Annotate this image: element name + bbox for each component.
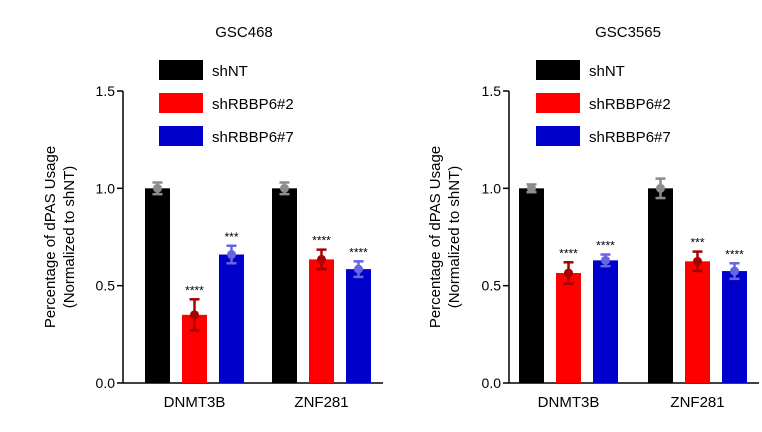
- legend-swatch: [536, 93, 580, 113]
- significance-label: ***: [224, 230, 238, 244]
- x-category-label: ZNF281: [294, 394, 348, 411]
- legend-swatch: [159, 93, 203, 113]
- y-tick-label: 1.5: [96, 83, 116, 99]
- y-axis-label-2: (Normalized to shNT): [61, 166, 78, 309]
- bar: [593, 260, 618, 383]
- bar: [648, 188, 673, 383]
- y-tick-label: 1.5: [482, 83, 502, 99]
- legend-swatch: [159, 126, 203, 146]
- bar: [519, 188, 544, 383]
- y-tick-label: 0.0: [96, 375, 116, 391]
- legend-label: shRBBP6#7: [212, 129, 294, 146]
- data-point: [354, 264, 363, 274]
- y-tick-label: 1.0: [482, 180, 502, 196]
- legend-swatch: [536, 126, 580, 146]
- y-axis-label: Percentage of dPAS Usage: [42, 146, 59, 328]
- legend-label: shNT: [589, 63, 625, 80]
- bar: [219, 254, 244, 383]
- data-point: [693, 256, 702, 266]
- x-category-label: DNMT3B: [538, 394, 600, 411]
- y-tick-label: 0.5: [96, 278, 116, 294]
- bar: [346, 269, 371, 383]
- y-tick-label: 0.5: [482, 278, 502, 294]
- legend-swatch: [159, 60, 203, 80]
- data-point: [153, 183, 162, 193]
- significance-label: ****: [596, 239, 615, 253]
- data-point: [527, 183, 536, 193]
- bar: [556, 273, 581, 383]
- bar: [145, 188, 170, 383]
- bar: [722, 271, 747, 383]
- data-point: [317, 254, 326, 264]
- legend-label: shNT: [212, 63, 248, 80]
- significance-label: ****: [349, 245, 368, 259]
- legend-swatch: [536, 60, 580, 80]
- y-tick-label: 0.0: [482, 375, 502, 391]
- bar: [272, 188, 297, 383]
- significance-label: ****: [559, 246, 578, 260]
- data-point: [564, 268, 573, 278]
- significance-label: ****: [725, 247, 744, 261]
- significance-label: ****: [312, 234, 331, 248]
- data-point: [190, 310, 199, 320]
- y-axis-label: Percentage of dPAS Usage: [427, 146, 444, 328]
- data-point: [280, 183, 289, 193]
- significance-label: ***: [690, 236, 704, 250]
- bar: [685, 261, 710, 383]
- chart-title: GSC3565: [595, 24, 661, 41]
- legend-label: shRBBP6#2: [212, 96, 294, 113]
- chart-title: GSC468: [215, 24, 273, 41]
- significance-label: ****: [185, 283, 204, 297]
- y-axis-label-2: (Normalized to shNT): [446, 166, 463, 309]
- y-tick-label: 1.0: [96, 180, 116, 196]
- data-point: [656, 183, 665, 193]
- data-point: [601, 255, 610, 265]
- chart-panel-gsc468: GSC468 0.0 0.5 1.0 1.5 Percentage of dPAS Usa…: [42, 24, 383, 411]
- chart-panel-gsc3565: GSC3565 0.0 0.5 1.0 1.5 Percentage of dPAS Us…: [427, 24, 759, 411]
- data-point: [227, 250, 236, 260]
- legend-label: shRBBP6#2: [589, 96, 671, 113]
- bar: [309, 259, 334, 383]
- x-category-label: DNMT3B: [164, 394, 226, 411]
- data-point: [730, 266, 739, 276]
- x-category-label: ZNF281: [670, 394, 724, 411]
- legend-label: shRBBP6#7: [589, 129, 671, 146]
